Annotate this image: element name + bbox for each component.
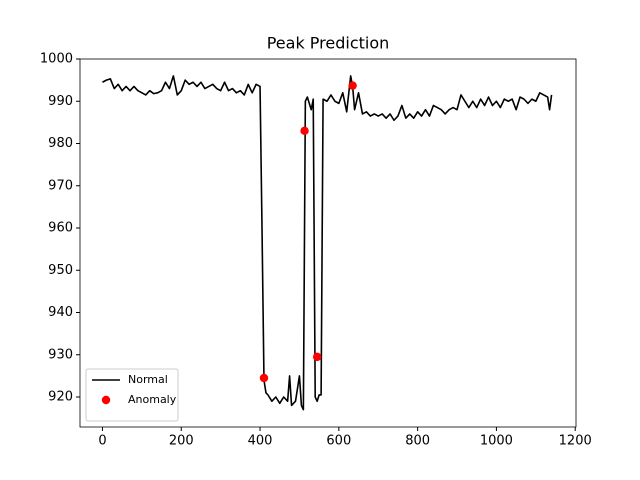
x-tick-label: 200: [169, 434, 194, 449]
y-tick-label: 920: [48, 390, 73, 405]
line: [102, 75, 553, 411]
x-tick-label: 600: [326, 434, 351, 449]
point: [300, 126, 309, 136]
legend-swatch: [101, 395, 111, 405]
x-tick-label: 400: [248, 434, 273, 449]
y-tick-label: 950: [48, 263, 73, 278]
legend-label: Normal: [128, 373, 168, 386]
legend-box: [85, 368, 179, 422]
chart-title: Peak Prediction: [267, 34, 390, 53]
y-tick-label: 980: [48, 136, 73, 151]
y-tick-label: 970: [48, 178, 73, 193]
y-tick-label: 940: [48, 305, 73, 320]
axes-frame: [79, 58, 577, 428]
point: [259, 373, 269, 383]
x-tick-label: 1200: [559, 434, 592, 449]
point: [312, 352, 322, 362]
point: [348, 81, 357, 90]
y-tick-label: 960: [48, 221, 73, 236]
x-tick-label: 1000: [480, 434, 513, 449]
y-tick-label: 990: [48, 94, 73, 109]
legend-label: Anomaly: [128, 393, 177, 406]
x-tick-label: 800: [405, 434, 430, 449]
x-tick-label: 0: [98, 434, 106, 449]
y-tick-label: 930: [48, 347, 73, 362]
y-tick-label: 1000: [40, 52, 73, 67]
